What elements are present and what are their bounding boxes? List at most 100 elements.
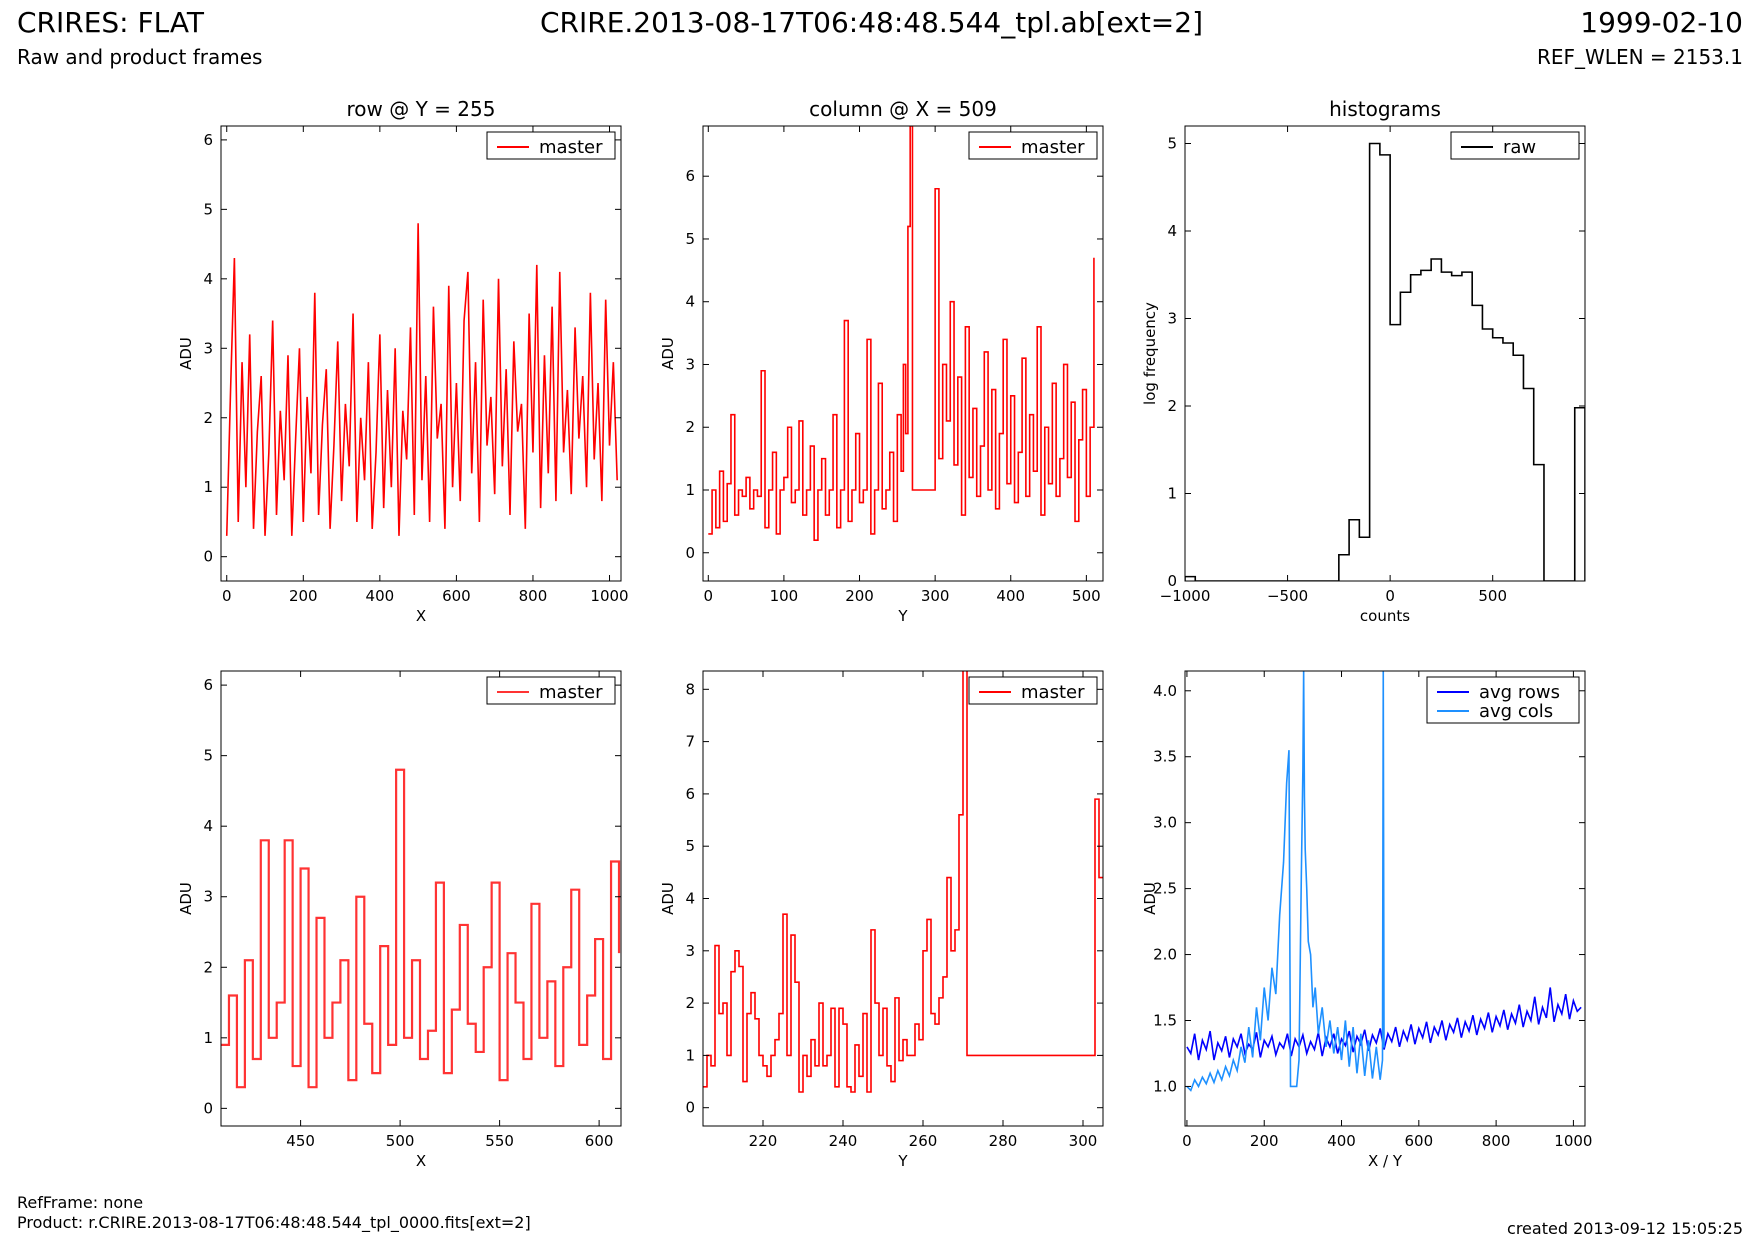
chart-col-zoom: 220 240 260 280 300 0 1 2 3 4 5 6 7 8 Y ADU master xyxy=(659,670,1104,1170)
legend-box xyxy=(486,131,616,160)
y-tick-label: 5 xyxy=(1167,135,1177,153)
legend: master xyxy=(968,131,1098,160)
x-tick-label: 1000 xyxy=(1554,1132,1592,1150)
y-tick-label: 5 xyxy=(203,200,213,218)
series-line-master xyxy=(708,126,1095,542)
y-tick-label: 5 xyxy=(203,747,213,765)
y-tick-label: 2.5 xyxy=(1153,880,1177,898)
y-tick-label: 3 xyxy=(1167,310,1177,328)
ref-wavelength: REF_WLEN = 2153.1 xyxy=(1536,45,1743,69)
series-line-master xyxy=(703,671,1103,1093)
legend-label: master xyxy=(539,137,603,158)
file-name: CRIRE.2013-08-17T06:48:48.544_tpl.ab[ext… xyxy=(540,6,1204,39)
y-tick-label: 4 xyxy=(685,890,695,908)
series-line-avg-cols xyxy=(1186,671,1385,1092)
y-tick-label: 1 xyxy=(203,1029,213,1047)
y-axis-label: ADU xyxy=(177,882,195,915)
x-tick-label: 280 xyxy=(989,1132,1018,1150)
y-tick-label: 6 xyxy=(685,167,695,185)
x-tick-label: 800 xyxy=(1482,1132,1511,1150)
y-tick-label: 2 xyxy=(685,994,695,1012)
x-tick-label: 800 xyxy=(519,587,548,605)
x-tick-label: 600 xyxy=(585,1132,614,1150)
legend: master xyxy=(968,676,1098,705)
y-tick-label: 1.5 xyxy=(1153,1011,1177,1029)
x-axis-label: X xyxy=(416,607,426,625)
observation-date: 1999-02-10 xyxy=(1580,6,1743,39)
x-tick-label: 1000 xyxy=(590,587,628,605)
plot-area xyxy=(703,671,1103,1093)
x-tick-label: 300 xyxy=(1069,1132,1098,1150)
chart-title: row @ Y = 255 xyxy=(347,97,496,121)
series-line-master xyxy=(221,768,621,1089)
y-tick-label: 0 xyxy=(685,544,695,562)
y-tick-label: 2 xyxy=(203,958,213,976)
chart-title: histograms xyxy=(1329,97,1441,121)
x-tick-label: 260 xyxy=(909,1132,938,1150)
y-axis-label: ADU xyxy=(177,337,195,370)
legend-label: avg cols xyxy=(1479,701,1553,722)
chart-title: column @ X = 509 xyxy=(809,97,997,121)
x-tick-label: −1000 xyxy=(1160,587,1211,605)
legend-box xyxy=(1450,131,1580,160)
x-tick-label: 100 xyxy=(770,587,799,605)
x-tick-label: 240 xyxy=(829,1132,858,1150)
y-tick-label: 2 xyxy=(685,418,695,436)
x-tick-label: 300 xyxy=(921,587,950,605)
legend-label: master xyxy=(1021,137,1085,158)
plot-frame xyxy=(702,125,1104,582)
y-tick-label: 4.0 xyxy=(1153,682,1177,700)
y-tick-label: 2.0 xyxy=(1153,946,1177,964)
legend-box xyxy=(486,676,616,705)
y-tick-label: 6 xyxy=(685,785,695,803)
y-tick-label: 3 xyxy=(203,888,213,906)
x-axis-label: Y xyxy=(897,1152,908,1170)
plot-area xyxy=(225,223,618,536)
y-tick-label: 7 xyxy=(685,733,695,751)
y-tick-label: 1 xyxy=(685,481,695,499)
legend-label: avg rows xyxy=(1479,682,1560,703)
x-tick-label: 450 xyxy=(286,1132,315,1150)
y-tick-label: 6 xyxy=(203,676,213,694)
plot-frame xyxy=(220,670,622,1127)
page-title: CRIRES: FLAT xyxy=(17,6,204,39)
chart-hist: −1000 −500 0 500 0 1 2 3 4 5 histograms counts log f… xyxy=(1141,97,1586,625)
x-tick-label: 0 xyxy=(1182,1132,1192,1150)
y-axis-label: ADU xyxy=(1141,882,1159,915)
x-tick-label: 600 xyxy=(442,587,471,605)
y-tick-label: 1 xyxy=(685,1046,695,1064)
legend-box xyxy=(968,676,1098,705)
x-tick-label: 500 xyxy=(1072,587,1101,605)
x-tick-label: 400 xyxy=(1327,1132,1356,1150)
x-axis-label: Y xyxy=(897,607,908,625)
y-tick-label: 1 xyxy=(1167,485,1177,503)
y-tick-label: 3 xyxy=(685,355,695,373)
product-label: Product: r.CRIRE.2013-08-17T06:48:48.544… xyxy=(17,1213,531,1232)
x-tick-label: 200 xyxy=(1250,1132,1279,1150)
legend-label: master xyxy=(1021,682,1085,703)
plot-frame xyxy=(220,125,622,582)
x-axis-label: X xyxy=(416,1152,426,1170)
series-line-master xyxy=(225,223,618,536)
y-axis-label: log frequency xyxy=(1141,302,1159,405)
y-tick-label: 4 xyxy=(203,817,213,835)
refframe-label: RefFrame: none xyxy=(17,1193,144,1212)
x-tick-label: −500 xyxy=(1267,587,1308,605)
y-tick-label: 3.0 xyxy=(1153,814,1177,832)
legend-box xyxy=(968,131,1098,160)
x-axis-label: X / Y xyxy=(1368,1152,1403,1170)
y-tick-label: 3 xyxy=(685,942,695,960)
plot-frame xyxy=(1184,670,1586,1127)
legend: master xyxy=(486,131,616,160)
plot-area xyxy=(221,768,621,1089)
legend-label: raw xyxy=(1503,137,1536,158)
x-tick-label: 400 xyxy=(996,587,1025,605)
legend: raw xyxy=(1450,131,1580,160)
series-line-raw xyxy=(1185,142,1585,581)
plot-area xyxy=(708,126,1095,542)
legend-box xyxy=(1426,676,1580,724)
plot-area xyxy=(1185,142,1585,581)
y-tick-label: 4 xyxy=(685,293,695,311)
